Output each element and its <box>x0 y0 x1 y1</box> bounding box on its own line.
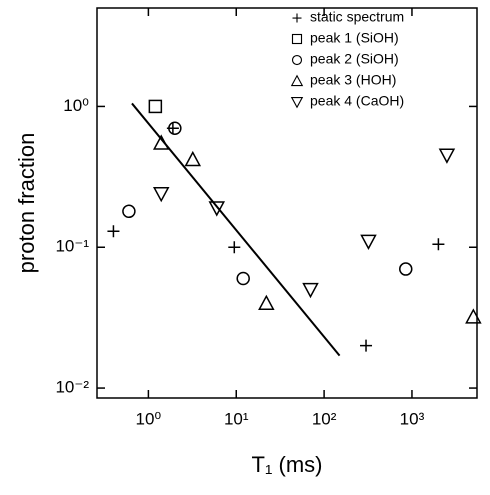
fit-line <box>131 102 341 357</box>
x-tick-label: 10² <box>312 409 337 428</box>
y-axis-label: proton fraction <box>14 133 39 274</box>
legend-label: peak 4 (CaOH) <box>310 93 404 109</box>
marker <box>122 204 136 219</box>
legend-marker <box>290 96 304 109</box>
x-tick-label: 10¹ <box>224 409 249 428</box>
marker <box>148 99 163 114</box>
legend-label: peak 1 (SiOH) <box>310 30 399 46</box>
marker <box>258 294 275 311</box>
marker <box>208 201 226 217</box>
marker <box>228 241 241 254</box>
x-tick-label: 10³ <box>400 409 425 428</box>
x-tick-label: 10⁰ <box>136 409 162 428</box>
marker <box>152 186 170 203</box>
legend-marker <box>290 74 304 87</box>
marker <box>465 308 482 324</box>
marker <box>302 282 319 299</box>
y-tick-label: 10⁻¹ <box>55 237 89 256</box>
marker <box>360 339 373 352</box>
marker <box>168 121 182 135</box>
legend-marker <box>292 13 302 23</box>
marker <box>236 271 250 286</box>
x-axis-label: T₁ (ms) <box>252 452 323 477</box>
legend-label: peak 3 (HOH) <box>310 72 396 88</box>
marker <box>107 225 120 238</box>
legend-label: static spectrum <box>310 9 404 25</box>
marker <box>184 150 202 167</box>
y-tick-label: 10⁻² <box>55 378 89 397</box>
plot-frame <box>96 7 478 399</box>
marker <box>438 148 456 164</box>
legend-label: peak 2 (SiOH) <box>310 51 399 67</box>
marker <box>399 262 413 276</box>
legend-marker <box>291 33 303 45</box>
y-tick-label: 10⁰ <box>63 96 89 115</box>
marker <box>360 234 377 250</box>
marker <box>432 238 445 251</box>
legend-marker <box>291 54 303 66</box>
